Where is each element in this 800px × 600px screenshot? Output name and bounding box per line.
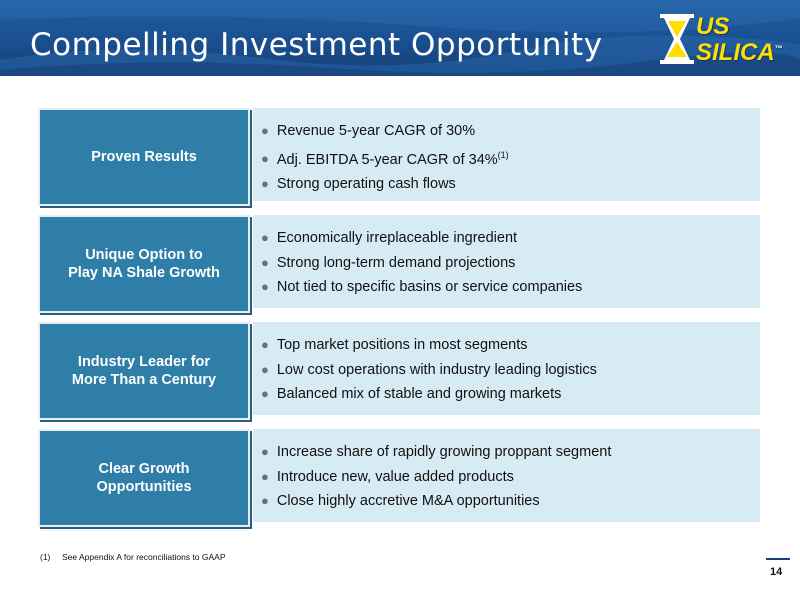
bullet-dot-icon: ● [261, 468, 269, 484]
logo-line-2: SILICA [696, 39, 775, 66]
row-content-box: ● Increase share of rapidly growing propp… [253, 429, 760, 522]
bullet-text: Introduce new, value added products [276, 468, 514, 485]
bullet-item: ● Increase share of rapidly growing propp… [261, 440, 611, 465]
bullet-text: Adj. EBITDA 5-year CAGR of 34% [276, 151, 498, 168]
banner-background [0, 0, 800, 76]
row-label: Clear Growth Opportunities [96, 461, 192, 495]
bullet-dot-icon: ● [261, 175, 269, 191]
row-label-box: Unique Option to Play NA Shale Growth [38, 215, 250, 313]
bullet-text: Strong long-term demand projections [276, 254, 516, 271]
footnote-reference: (1) [497, 149, 509, 160]
bullet-dot-icon: ● [261, 123, 269, 138]
bullet-text: Increase share of rapidly growing proppa… [276, 444, 612, 460]
bullet-text: Balanced mix of stable and growing marke… [276, 386, 562, 402]
page-number: 14 [770, 566, 783, 578]
bullet-dot-icon: ● [261, 493, 269, 508]
bullet-dot-icon: ● [261, 337, 269, 352]
bullet-text: Close highly accretive M&A opportunities [276, 493, 540, 509]
bullet-item: ● Strong operating cash flows [261, 172, 509, 197]
bullet-item: ● Low cost operations with industry leadi… [261, 358, 597, 383]
bullet-text: Not tied to specific basins or service c… [276, 279, 583, 295]
bullet-text: Top market positions in most segments [276, 337, 528, 353]
bullet-dot-icon: ● [261, 254, 269, 270]
bullet-text: Low cost operations with industry leadin… [276, 361, 597, 378]
bullet-item: ● Balanced mix of stable and growing mark… [261, 382, 597, 407]
bullet-item: ● Strong long-term demand projections [261, 251, 582, 276]
bullet-item: ● Close highly accretive M&A opportunitie… [261, 489, 611, 514]
bullet-dot-icon: ● [261, 386, 269, 401]
row-label: Industry Leader for More Than a Century [71, 354, 217, 388]
bullet-item: ● Revenue 5-year CAGR of 30% [261, 119, 509, 144]
bullet-dot-icon: ● [261, 151, 269, 167]
logo-trademark: ™ [774, 44, 783, 53]
logo-wordmark: US SILICA™ [696, 13, 783, 66]
row-content-box: ● Revenue 5-year CAGR of 30% ● Adj. EBITDA … [253, 108, 760, 201]
bullet-text: Strong operating cash flows [276, 175, 456, 192]
bullet-text: Revenue 5-year CAGR of 30% [276, 123, 476, 139]
bullet-dot-icon: ● [261, 230, 269, 245]
opportunity-row: Proven Results ● Revenue 5-year CAGR of 30… [38, 108, 760, 206]
row-content-box: ● Economically irreplaceable ingredient ● S… [253, 215, 760, 308]
bullet-dot-icon: ● [261, 279, 269, 294]
row-label-box: Industry Leader for More Than a Century [38, 322, 250, 420]
bullet-list: ● Top market positions in most segments ● L… [261, 333, 597, 407]
row-label: Unique Option to Play NA Shale Growth [68, 247, 220, 281]
us-silica-logo-icon [660, 14, 694, 64]
bullet-list: ● Economically irreplaceable ingredient ● S… [261, 226, 582, 300]
footnote: (1) See Appendix A for reconciliations to… [40, 552, 226, 562]
bullet-item: ● Introduce new, value added products [261, 465, 611, 490]
bullet-dot-icon: ● [261, 444, 269, 459]
logo-line-1: US [696, 13, 730, 40]
page-number-rule [766, 558, 790, 560]
bullet-list: ● Increase share of rapidly growing propp… [261, 440, 611, 514]
bullet-dot-icon: ● [261, 361, 269, 377]
header-banner: Compelling Investment Opportunity US SIL… [0, 0, 800, 76]
opportunity-row: Clear Growth Opportunities ● Increase shar… [38, 429, 760, 527]
opportunity-row: Industry Leader for More Than a Century ●… [38, 322, 760, 420]
row-label: Proven Results [91, 149, 197, 165]
bullet-item: ● Economically irreplaceable ingredient [261, 226, 582, 251]
row-label-box: Proven Results [38, 108, 250, 206]
bullet-list: ● Revenue 5-year CAGR of 30% ● Adj. EBITDA … [261, 119, 509, 196]
bullet-text: Economically irreplaceable ingredient [276, 230, 518, 246]
opportunity-row: Unique Option to Play NA Shale Growth ● Ec… [38, 215, 760, 313]
row-content-box: ● Top market positions in most segments ● L… [253, 322, 760, 415]
footnote-text: See Appendix A for reconciliations to GA… [62, 552, 226, 562]
footnote-number: (1) [40, 552, 51, 562]
bullet-item: ● Adj. EBITDA 5-year CAGR of 34%(1) [261, 144, 509, 172]
bullet-item: ● Not tied to specific basins or service … [261, 275, 582, 300]
page-title: Compelling Investment Opportunity [30, 27, 603, 63]
row-label-box: Clear Growth Opportunities [38, 429, 250, 527]
bullet-item: ● Top market positions in most segments [261, 333, 597, 358]
